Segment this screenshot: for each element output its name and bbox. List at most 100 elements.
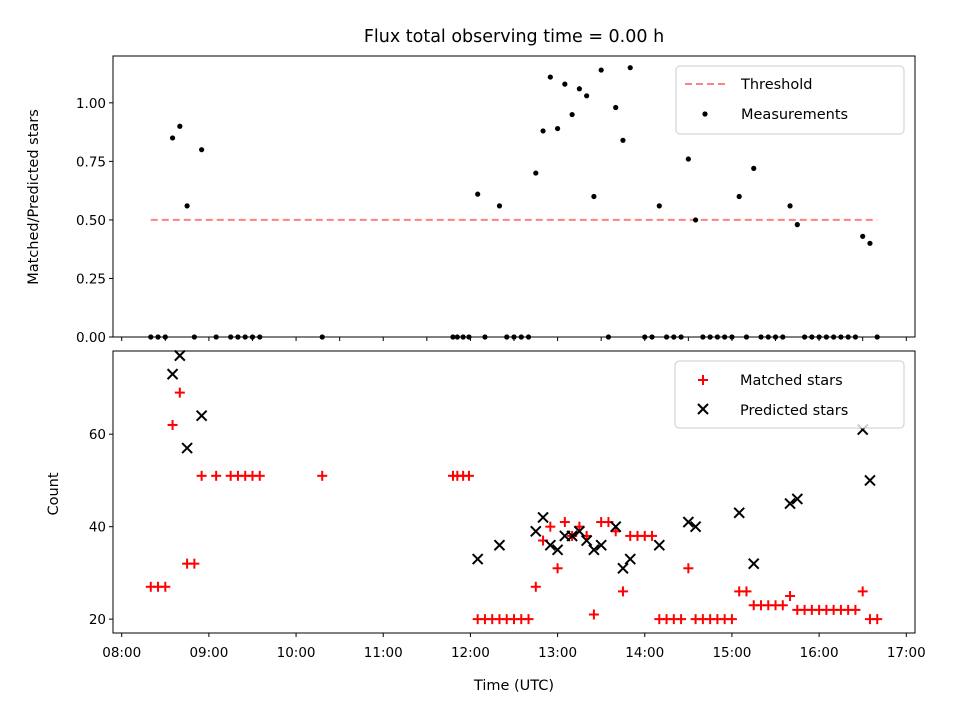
matched-stars-point [160,581,171,592]
bottom-chart-xlabel: Time (UTC) [473,678,554,694]
predicted-stars-point [653,539,665,551]
matched-stars-point [588,609,599,620]
bottom-xtick-label: 14:00 [625,645,664,661]
predicted-x-b [471,553,484,565]
top-legend-box [675,65,905,135]
predicted-stars-point [166,368,179,380]
measurement-point [475,191,481,197]
bottom-axes-frame [112,350,916,634]
measurement-point [576,86,582,92]
measurement-point [823,334,829,340]
measurement-point [554,125,561,132]
measurement-point [177,123,183,129]
predicted-x-b [748,557,760,570]
predicted-x-b [493,539,506,551]
predicted-x-b [537,511,549,524]
matched-stars-point [254,470,265,481]
predicted-x-b [566,530,578,542]
measurement-point [693,217,699,223]
matched-stars-point [726,614,737,625]
bottom-xtick-label: 16:00 [800,645,839,661]
measurement-point [656,203,662,209]
measurement-point [772,334,779,340]
bottom-xtick-label: 09:00 [189,645,228,661]
predicted-x-b [624,553,636,565]
bottom-xtick-label: 17:00 [887,645,926,661]
measurement-point [743,334,750,340]
measurement-point [671,334,677,340]
measurement-point [613,104,619,111]
predicted-x-b [551,544,564,556]
measurement-point [525,334,532,340]
measurement-point [700,334,706,340]
bottom-xtick-label: 15:00 [712,645,751,661]
measurement-point [547,74,553,80]
measurement-point [496,203,503,209]
bottom-chart-ylabel: Count [46,472,62,515]
matched-stars-point [167,419,178,430]
measurement-point [627,65,633,71]
measurement-point [867,240,873,246]
predicted-stars-point [689,520,702,533]
measurement-point [591,193,597,200]
measurement-point [540,128,546,134]
measurement-point [155,334,161,340]
measurement-point [831,334,837,340]
predicted-stars-point [609,520,622,533]
measurement-point [860,233,866,239]
top-legend: Threshold Measurements [675,65,905,135]
matched-legend-marker [698,375,708,385]
bottom-plot-area: 20 40 60 08:00 09:00 10:00 11:00 12:00 13:00 14:0… [89,349,926,661]
predicted-stars-point [588,544,600,556]
measurement-point [736,193,742,200]
bottom-xtick-label: 12:00 [451,645,490,661]
matched-stars-point [559,517,570,528]
predicted-x-b [195,410,208,422]
measurement-point [191,334,197,340]
measurement-point [678,334,684,340]
predicted-x-b [791,493,804,505]
predicted-x-b [653,539,665,551]
measurement-point [620,137,626,143]
measurement-point [213,334,219,340]
measurement-point [649,334,655,340]
measurement-point [184,203,190,209]
top-ytick-label: 0.75 [76,154,106,170]
matched-stars-point [683,563,694,574]
measurement-point [569,111,575,118]
predicted-stars-point [682,516,695,528]
predicted-x-b [580,534,593,547]
predicted-x-b [609,520,622,533]
top-ytick-label: 0.50 [76,213,106,229]
matched-stars-point [741,586,752,597]
threshold-legend-label: Threshold [740,77,812,93]
bottom-ytick-label: 20 [89,612,106,628]
matched-stars-point [676,614,687,625]
bottom-xtick-label: 13:00 [538,645,577,661]
predicted-legend-marker [697,403,709,415]
measurement-point [685,156,691,162]
predicted-stars-point [580,534,593,547]
predicted-x-b [544,539,557,551]
measurement-point [816,334,822,340]
measurement-point [199,147,205,153]
measurement-point [722,334,728,340]
matched-legend-label: Matched stars [740,373,843,389]
top-plot-area: 0.00 0.25 0.50 0.75 1.00 [76,55,916,346]
predicted-stars-point [551,544,564,556]
measurement-point [482,334,488,340]
measurement-point [794,222,800,228]
measurement-point [605,334,612,340]
predicted-stars-point [573,525,586,538]
measurement-point [852,334,859,340]
measurements-series [148,65,880,340]
predicted-x-b [588,544,600,556]
matched-stars-point [850,604,861,615]
predicted-x-b [573,525,586,538]
bottom-legend-box [674,360,905,429]
matched-stars-point [552,563,563,574]
predicted-stars-point [733,507,745,519]
measurement-point [235,334,241,340]
